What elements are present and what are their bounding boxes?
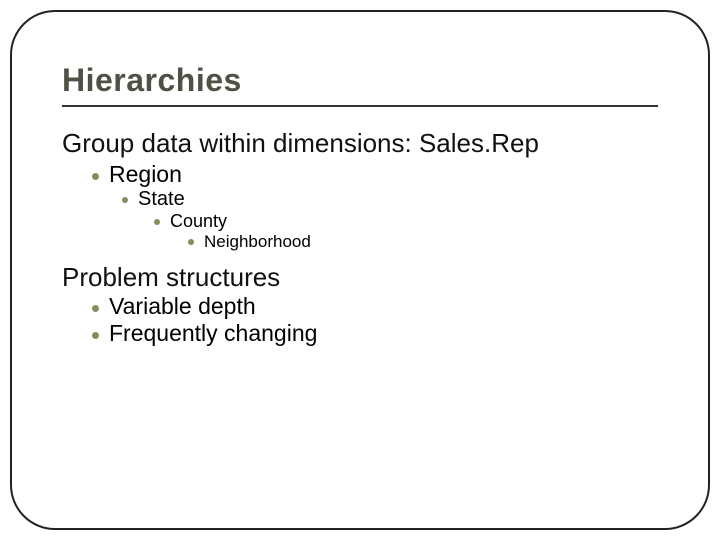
bullet-frequently-changing: Frequently changing bbox=[92, 320, 658, 347]
bullet-county: County bbox=[154, 211, 658, 232]
bullet-icon bbox=[122, 197, 128, 203]
slide-title: Hierarchies bbox=[62, 62, 658, 99]
bullet-label: Variable depth bbox=[109, 293, 256, 320]
section-2-heading: Problem structures bbox=[62, 262, 658, 293]
bullet-label: Neighborhood bbox=[204, 232, 311, 252]
bullet-label: County bbox=[170, 211, 227, 232]
bullet-variable-depth: Variable depth bbox=[92, 293, 658, 320]
bullet-icon bbox=[92, 173, 99, 180]
bullet-state: State bbox=[122, 188, 658, 211]
section-1-heading: Group data within dimensions: Sales.Rep bbox=[62, 127, 658, 161]
bullet-icon bbox=[188, 239, 194, 245]
bullet-label: State bbox=[138, 188, 185, 211]
bullet-region: Region bbox=[92, 161, 658, 188]
bullet-icon bbox=[92, 305, 99, 312]
title-block: Hierarchies bbox=[62, 62, 658, 107]
bullet-label: Frequently changing bbox=[109, 320, 317, 347]
slide-frame: Hierarchies Group data within dimensions… bbox=[10, 10, 710, 530]
bullet-neighborhood: Neighborhood bbox=[188, 232, 658, 252]
bullet-label: Region bbox=[109, 161, 182, 188]
bullet-icon bbox=[154, 219, 160, 225]
bullet-icon bbox=[92, 332, 99, 339]
